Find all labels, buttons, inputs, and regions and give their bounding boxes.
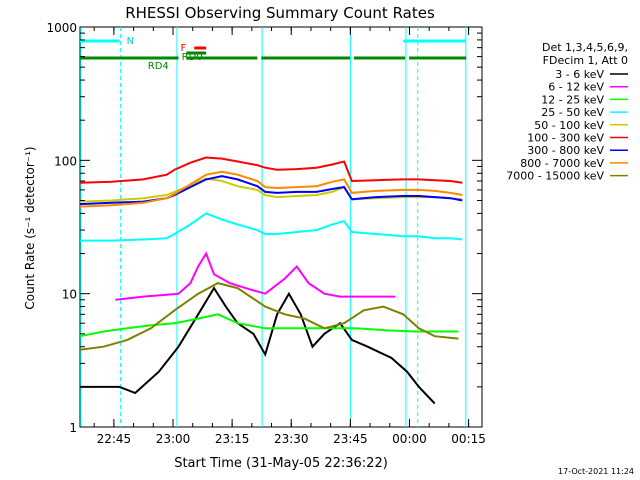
state-label-rd4: RD4 (148, 61, 169, 72)
y-tick-label: 100 (54, 154, 77, 168)
legend-entry-label: 3 - 6 keV (555, 68, 604, 81)
y-tick-label: 1000 (46, 21, 77, 35)
legend-entry-label: 100 - 300 keV (527, 132, 604, 145)
x-axis-label: Start Time (31-May-05 22:36:22) (174, 456, 388, 471)
legend-header-2: FDecim 1, Att 0 (543, 54, 628, 67)
series-line-5 (79, 177, 463, 203)
series-line-2 (115, 251, 396, 301)
state-label-f: F (181, 43, 187, 54)
x-axis-ticks: 22:45 23:00 23:15 23:30 23:45 00:00 00:15 (93, 27, 486, 446)
timestamp: 17-Oct-2021 11:24 (558, 467, 634, 476)
series-line-8 (79, 170, 463, 208)
legend-entry-label: 12 - 25 keV (541, 93, 604, 106)
x-tick-label: 00:15 (451, 432, 486, 446)
y-tick-label: 1 (69, 421, 77, 435)
series-line-6 (79, 156, 463, 184)
x-tick-label: 22:45 (97, 432, 132, 446)
legend-entry-label: 6 - 12 keV (548, 81, 604, 94)
series-line-4 (80, 212, 463, 242)
plot-frame (79, 26, 483, 428)
series-line-1 (80, 286, 436, 405)
legend: Det 1,3,4,5,6,9, FDecim 1, Att 0 3 - 6 k… (506, 41, 628, 183)
x-tick-label: 23:30 (274, 432, 309, 446)
x-tick-label: 00:00 (392, 432, 427, 446)
legend-entry-label: 25 - 50 keV (541, 106, 604, 119)
legend-header-1: Det 1,3,4,5,6,9, (542, 41, 628, 54)
series-layer (79, 156, 463, 405)
legend-entry-label: 800 - 7000 keV (520, 157, 604, 170)
y-tick-label: 10 (62, 288, 77, 302)
x-tick-label: 23:00 (156, 432, 191, 446)
legend-entry-label: 50 - 100 keV (534, 119, 604, 132)
y-axis-label: Count Rate (s⁻¹ detector⁻¹) (23, 146, 37, 309)
x-tick-label: 23:15 (215, 432, 250, 446)
vertical-markers (80, 27, 467, 427)
chart-title: RHESSI Observing Summary Count Rates (125, 4, 435, 22)
legend-entry-label: 300 - 800 keV (527, 144, 604, 157)
legend-entry-label: 7000 - 15000 keV (506, 170, 604, 183)
series-line-3 (79, 313, 459, 338)
state-label-n: N (127, 36, 134, 47)
state-label-rd0: RD0 (182, 52, 203, 63)
x-tick-label: 23:45 (333, 432, 368, 446)
series-line-9 (79, 282, 459, 351)
y-axis-ticks: 1 10 100 1000 (46, 21, 482, 435)
